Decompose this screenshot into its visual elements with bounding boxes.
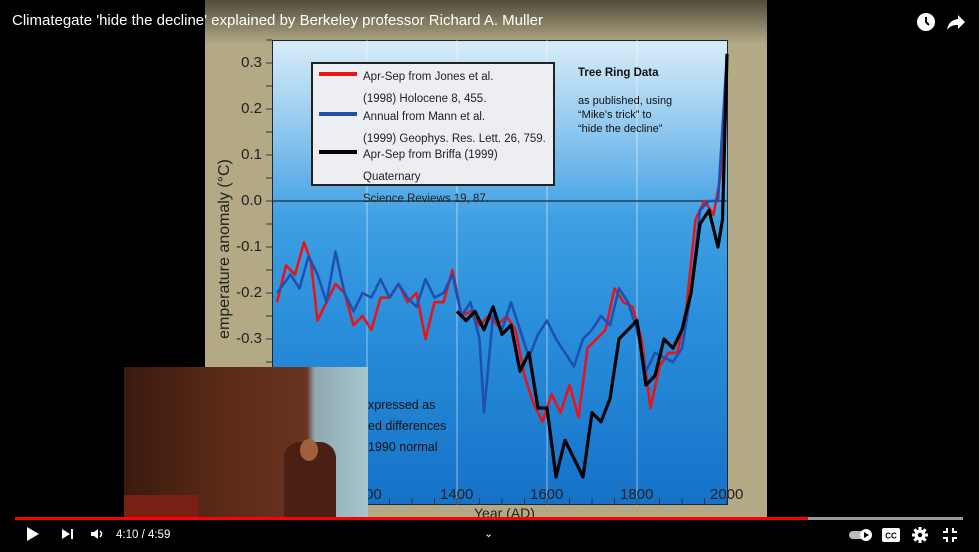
note-title: Tree Ring Data	[578, 67, 659, 79]
x-tick-label: 2000	[710, 486, 744, 503]
presenter-head	[300, 439, 318, 461]
progress-fill	[15, 517, 808, 520]
y-tick-label: 0.1	[241, 146, 262, 163]
volume-icon[interactable]	[90, 526, 106, 546]
legend-item-mann: Annual from Mann et al. (1999) Geophys. R…	[319, 106, 553, 150]
legend-item-jones: Apr-Sep from Jones et al. (1998) Holocene…	[319, 66, 553, 110]
annotation-line: xpressed as	[368, 398, 436, 412]
watch-later-icon[interactable]	[916, 12, 936, 37]
time-display: 4:10 / 4:59	[116, 529, 171, 541]
x-tick-label: 1400	[440, 486, 474, 503]
chevron-down-icon[interactable]: ⌄	[484, 528, 494, 540]
legend-item-briffa: Apr-Sep from Briffa (1999) Quaternary Sci…	[319, 144, 553, 210]
annotation-line: 1990 normal	[368, 440, 438, 454]
presenter-video-inset	[124, 367, 368, 519]
y-tick-label: 0.3	[241, 54, 262, 71]
play-icon[interactable]	[26, 526, 40, 546]
legend-swatch	[319, 150, 357, 154]
exit-fullscreen-icon[interactable]	[942, 527, 958, 547]
captions-icon[interactable]: CC	[882, 528, 900, 546]
y-tick-label: -0.2	[236, 284, 262, 301]
legend-swatch	[319, 72, 357, 76]
player-controls: 4:10 / 4:59 ⌄ CC	[0, 522, 979, 552]
y-tick-label: -0.1	[236, 238, 262, 255]
svg-text:CC: CC	[885, 532, 897, 541]
y-tick-label: 0.2	[241, 100, 262, 117]
legend-text: Science Reviews 19, 87.	[363, 193, 489, 205]
legend-text: Apr-Sep from Briffa (1999) Quaternary	[363, 149, 498, 183]
chart	[266, 39, 729, 505]
annotation-line: ed differences	[368, 419, 447, 433]
y-tick-label: 0.0	[241, 192, 262, 209]
note-line: “Mike's trick” to	[578, 109, 652, 121]
video-title[interactable]: Climategate 'hide the decline' explained…	[12, 12, 544, 29]
x-tick-label: 00	[365, 486, 382, 503]
note-line: “hide the decline”	[578, 123, 663, 135]
legend-text: (1998) Holocene 8, 455.	[363, 93, 487, 105]
share-icon[interactable]	[946, 12, 966, 37]
series-jones	[275, 62, 729, 424]
y-tick-label: -0.3	[236, 330, 262, 347]
chart-legend: Apr-Sep from Jones et al. (1998) Holocene…	[311, 62, 555, 205]
legend-text: Annual from Mann et al.	[363, 111, 486, 123]
next-icon[interactable]	[61, 526, 75, 546]
x-tick-label: 1800	[620, 486, 654, 503]
slide-annotation: xpressed as ed differences 1990 normal	[368, 395, 446, 458]
legend-text: (1999) Geophys. Res. Lett. 26, 759.	[363, 133, 546, 145]
legend-swatch	[319, 112, 357, 116]
title-bar: Climategate 'hide the decline' explained…	[0, 0, 979, 44]
progress-bar[interactable]	[15, 517, 963, 520]
legend-text: Apr-Sep from Jones et al.	[363, 71, 494, 83]
settings-icon[interactable]	[912, 527, 928, 547]
tree-ring-note: Tree Ring Data as published, using “Mike…	[578, 66, 718, 136]
autoplay-toggle[interactable]	[848, 528, 874, 546]
podium	[124, 495, 199, 519]
x-tick-label: 1600	[530, 486, 564, 503]
series-briffa	[455, 53, 729, 479]
note-line: as published, using	[578, 95, 673, 107]
